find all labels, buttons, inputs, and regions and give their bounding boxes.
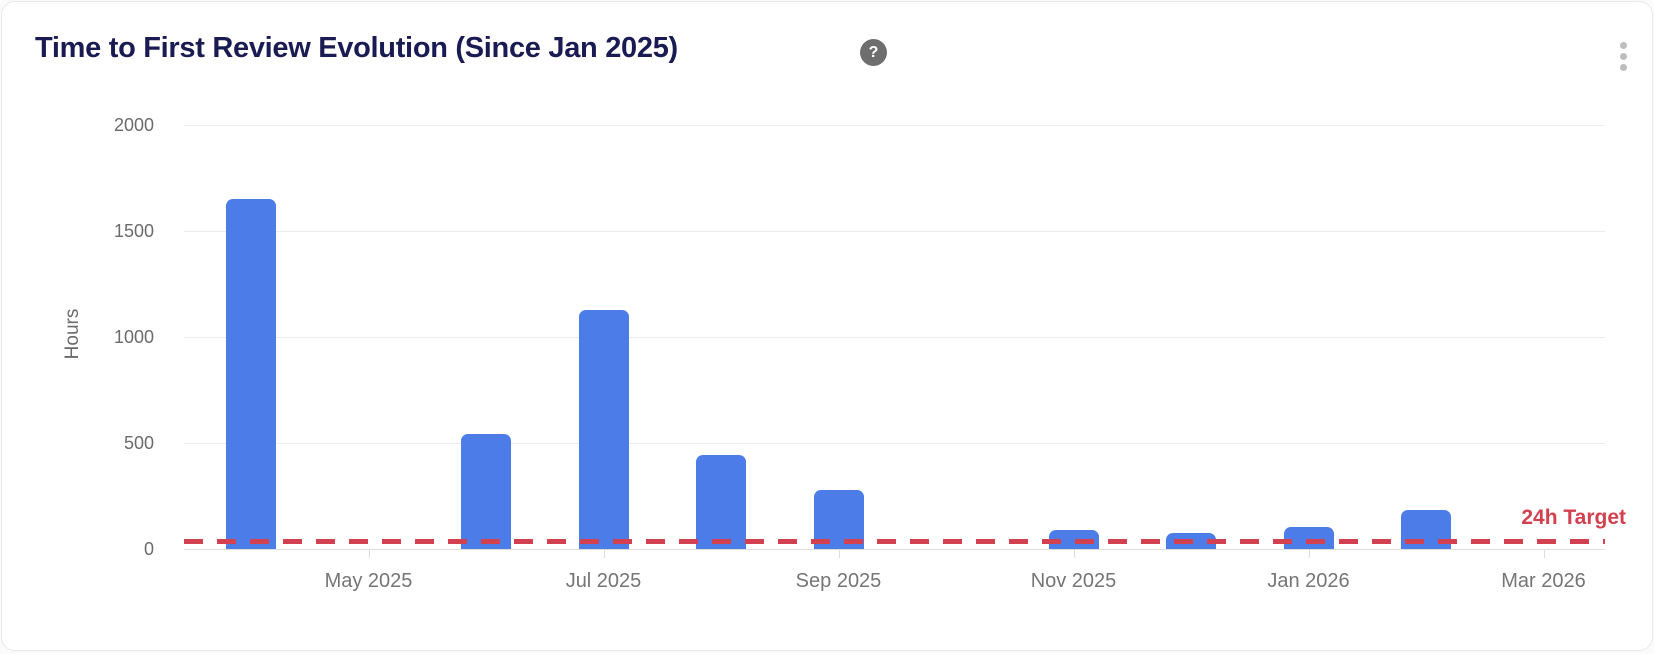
x-tick-mark bbox=[1308, 549, 1310, 558]
y-tick-label: 1000 bbox=[113, 326, 154, 347]
kebab-dot bbox=[1619, 52, 1627, 60]
x-tick-label: Mar 2026 bbox=[1501, 570, 1586, 592]
help-icon[interactable]: ? bbox=[860, 39, 887, 66]
x-tick-mark bbox=[603, 549, 605, 558]
target-line-label: 24h Target bbox=[1521, 506, 1626, 529]
page-title: Time to First Review Evolution (Since Ja… bbox=[35, 32, 678, 64]
y-tick-label: 500 bbox=[123, 432, 154, 453]
x-tick-label: Jul 2025 bbox=[565, 570, 642, 592]
y-tick-label: 0 bbox=[143, 539, 154, 559]
y-tick-label: 1500 bbox=[113, 220, 154, 241]
gridline bbox=[184, 336, 1605, 338]
x-tick-mark bbox=[368, 549, 370, 558]
x-tick-label: Jan 2026 bbox=[1267, 570, 1350, 592]
kebab-dot bbox=[1619, 41, 1627, 49]
x-tick-label: May 2025 bbox=[324, 570, 413, 592]
x-axis-line bbox=[184, 549, 1605, 550]
x-tick-label: Nov 2025 bbox=[1030, 570, 1117, 592]
x-tick-mark bbox=[1543, 549, 1545, 558]
x-tick-mark bbox=[838, 549, 840, 558]
kebab-dot bbox=[1619, 63, 1627, 71]
gridline bbox=[184, 442, 1605, 444]
bar[interactable] bbox=[226, 198, 276, 549]
x-tick-mark bbox=[1073, 549, 1075, 558]
x-tick-label: Sep 2025 bbox=[795, 570, 882, 592]
bar[interactable] bbox=[696, 454, 746, 549]
gridline bbox=[184, 124, 1605, 126]
y-tick-label: 2000 bbox=[113, 114, 154, 135]
gridline bbox=[184, 230, 1605, 232]
bar[interactable] bbox=[578, 310, 629, 549]
target-line bbox=[184, 539, 1605, 544]
bar[interactable] bbox=[1283, 526, 1334, 549]
bar[interactable] bbox=[461, 434, 511, 549]
kebab-menu-icon[interactable] bbox=[1608, 36, 1638, 76]
